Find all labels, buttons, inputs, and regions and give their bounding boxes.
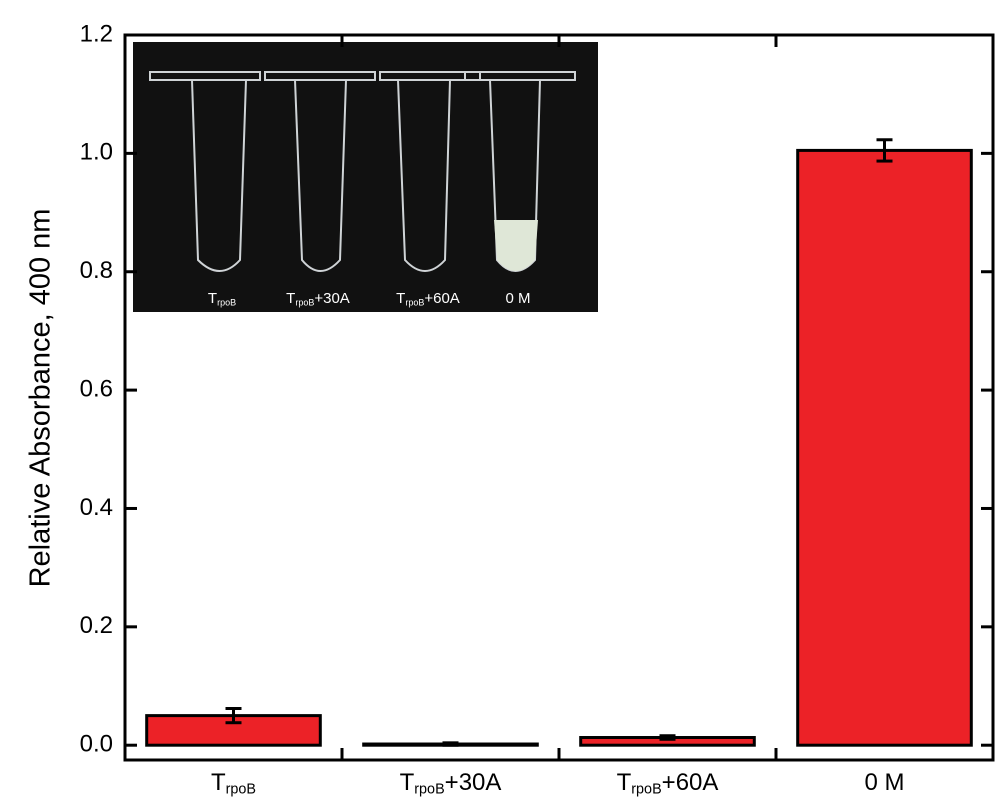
y-tick-label: 0.8 <box>80 257 113 284</box>
label-part: rpoB <box>631 782 661 798</box>
label-part: +30A <box>314 290 349 307</box>
label-part: rpoB <box>295 297 314 307</box>
x-tick-label: TrpoB+30A <box>400 769 502 798</box>
label-part: +30A <box>445 769 502 796</box>
x-tick-label: TrpoB+60A <box>617 769 719 798</box>
label-part: T <box>400 769 415 796</box>
label-part: T <box>211 769 226 796</box>
precipitate <box>494 220 538 271</box>
inset-label: TrpoB+60A <box>396 290 460 307</box>
x-tick-label: TrpoB <box>211 769 256 798</box>
inset-background <box>133 42 598 312</box>
error-bar <box>659 734 676 741</box>
inset-label: TrpoB+30A <box>286 290 350 307</box>
label-part: T <box>396 290 405 307</box>
y-axis-label: Relative Absorbance, 400 nm <box>25 209 57 588</box>
x-tick-label: 0 M <box>864 769 904 796</box>
label-part: 0 M <box>864 769 904 796</box>
y-tick-label: 0.0 <box>80 731 113 758</box>
error-bar <box>876 138 893 163</box>
inset-label: 0 M <box>505 290 530 307</box>
y-tick-label: 0.4 <box>80 494 113 521</box>
inset-label: TrpoB <box>208 290 236 307</box>
label-part: rpoB <box>405 297 424 307</box>
label-part: T <box>286 290 295 307</box>
label-part: rpoB <box>414 782 444 798</box>
bar <box>796 148 973 747</box>
y-tick-label: 1.2 <box>80 20 113 47</box>
label-part: 0 M <box>505 290 530 307</box>
label-part: T <box>617 769 632 796</box>
label-part: rpoB <box>217 297 236 307</box>
y-tick-label: 0.6 <box>80 375 113 402</box>
y-tick-label: 1.0 <box>80 139 113 166</box>
error-bar <box>225 707 242 725</box>
y-tick-label: 0.2 <box>80 612 113 639</box>
inset-photo <box>133 42 598 312</box>
label-part: rpoB <box>226 782 256 798</box>
label-part: T <box>208 290 217 307</box>
error-bar <box>442 741 459 747</box>
label-part: +60A <box>424 290 459 307</box>
label-part: +60A <box>662 769 719 796</box>
